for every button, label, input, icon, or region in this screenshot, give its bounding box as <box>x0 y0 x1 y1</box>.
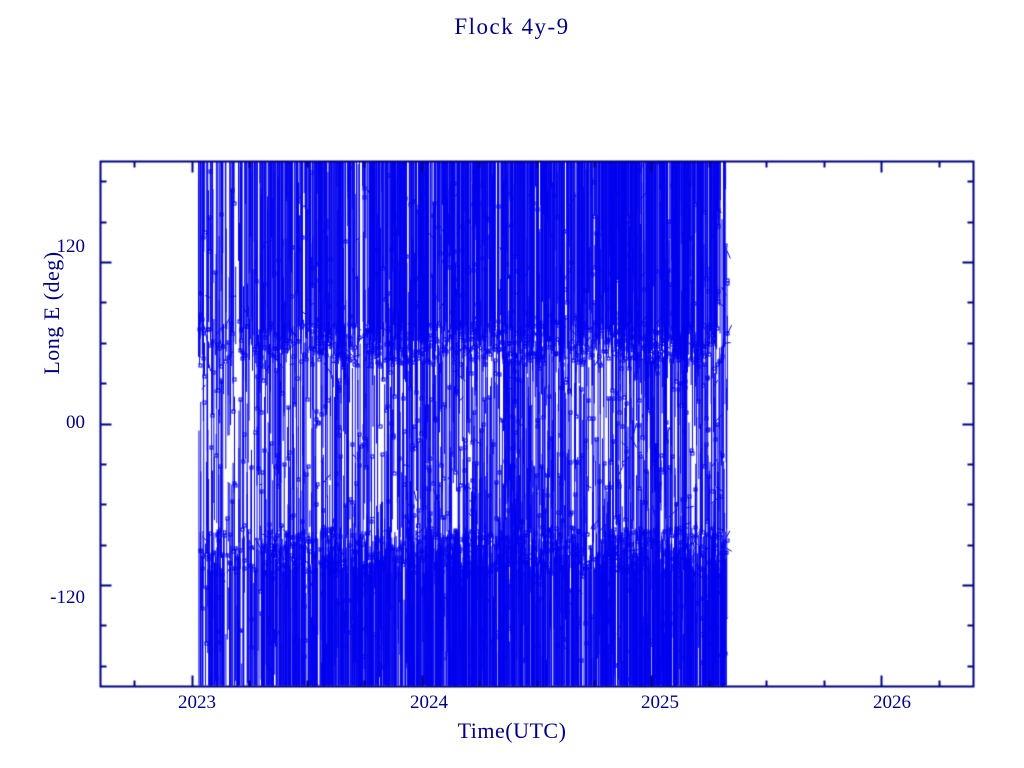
ytick-label-neg120: -120 <box>50 587 85 608</box>
xtick-label-2023: 2023 <box>178 692 216 713</box>
ytick-label-00: 00 <box>66 412 85 433</box>
x-axis-label: Time(UTC) <box>457 718 567 743</box>
xtick-label-2026: 2026 <box>873 692 911 713</box>
xtick-label-2025: 2025 <box>641 692 679 713</box>
ytick-label-120: 120 <box>56 236 86 257</box>
y-axis-label: Long E (deg) <box>39 251 64 375</box>
xtick-label-2024: 2024 <box>410 692 448 713</box>
